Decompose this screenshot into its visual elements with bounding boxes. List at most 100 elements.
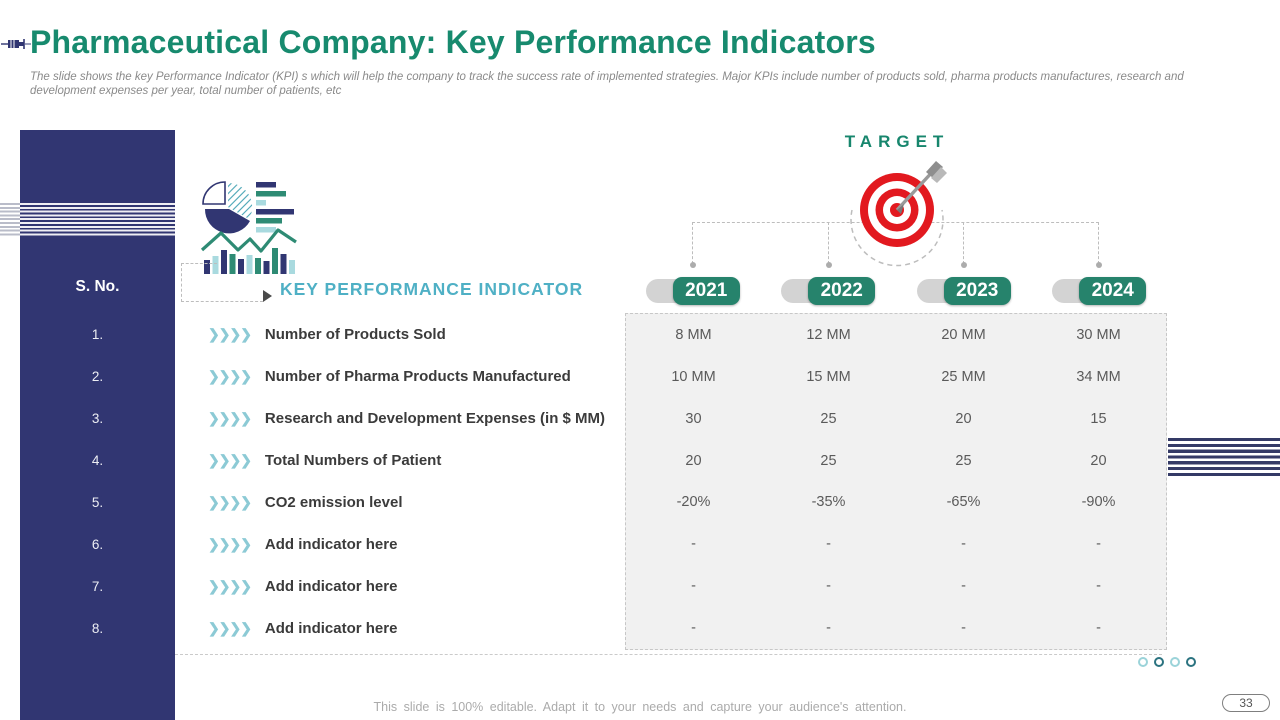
chevrons-icon: ❯❯❯❯ [208,367,252,384]
value-cell: - [961,578,966,595]
kpi-row: ❯❯❯❯ Number of Pharma Products Manufactur… [175,355,625,397]
value-cell: - [1096,536,1101,553]
connector-dot [1096,262,1102,268]
value-cell: 12 MM [806,326,851,343]
dashed-connector [181,301,263,302]
kpi-row: ❯❯❯❯ Add indicator here [175,566,625,608]
target-label: TARGET [844,132,950,151]
serial-number-column: 1. 2. 3. 4. 5. 6. 7. 8. [20,313,175,650]
value-cell: - [826,536,831,553]
kpi-label-column: ❯❯❯❯ Number of Products Sold ❯❯❯❯ Number o… [175,313,625,650]
dashed-connector [181,263,217,264]
stripe-decoration-left [0,203,20,237]
year-pill: 2024 [1052,277,1147,305]
kpi-row: ❯❯❯❯ Research and Development Expenses (i… [175,397,625,439]
kpi-label: Number of Products Sold [264,325,446,343]
serial-number: 1. [91,326,104,342]
value-cell: - [826,620,831,637]
year-pill: 2022 [781,277,876,305]
year-header-row: 2021 2022 2023 2024 [625,277,1167,307]
value-cell: - [1096,620,1101,637]
year-pill: 2023 [916,277,1011,305]
kpi-values-table: 8 MM 12 MM 20 MM 30 MM 10 MM 15 MM 25 MM… [625,313,1167,650]
dashed-connector [692,222,693,264]
serial-number: 3. [91,410,104,426]
serial-number: 2. [91,368,104,384]
value-cell: 8 MM [675,326,712,343]
kpi-label: CO2 emission level [264,494,403,512]
kpi-row: ❯❯❯❯ Add indicator here [175,524,625,566]
value-cell: - [826,578,831,595]
connector-dot [690,262,696,268]
dashed-connector [963,222,964,264]
year-label: 2021 [672,277,740,305]
value-cell: -35% [811,494,846,511]
value-cell: 25 [820,452,837,469]
value-cell: 15 [1090,410,1107,427]
connector-dot [826,262,832,268]
dashed-connector [181,263,182,302]
kpi-column-header: KEY PERFORMANCE INDICATOR [280,279,584,299]
kpi-label: Number of Pharma Products Manufactured [264,367,571,385]
stripe-decoration-sidebar [20,203,175,237]
value-cell: 30 [685,410,702,427]
value-cell: - [961,620,966,637]
kpi-label: Research and Development Expenses (in $ … [264,409,606,427]
chevrons-icon: ❯❯❯❯ [208,451,252,468]
serial-number: 7. [91,579,104,595]
chevrons-icon: ❯❯❯❯ [208,494,252,511]
chevrons-icon: ❯❯❯❯ [208,578,252,595]
dashed-connector [1098,222,1099,264]
value-cell: -90% [1081,494,1116,511]
page-number-badge: 33 [1222,694,1270,712]
connector-dot [961,262,967,268]
value-cell: 30 MM [1076,326,1121,343]
dashed-connector [828,222,829,264]
value-cell: 20 [685,452,702,469]
slide-subtitle: The slide shows the key Performance Indi… [30,71,1184,98]
analytics-charts-icon [200,181,297,274]
value-cell: 25 MM [941,368,986,385]
serial-number: 4. [91,452,104,468]
value-cell: 25 [955,452,972,469]
value-cell: 15 MM [806,368,851,385]
value-cell: - [691,536,696,553]
dot-icon [1186,657,1196,667]
page-title: Pharmaceutical Company: Key Performance … [30,24,876,60]
kpi-row: ❯❯❯❯ Number of Products Sold [175,313,625,355]
year-label: 2022 [808,277,876,305]
value-cell: -20% [676,494,711,511]
value-cell: 20 MM [941,326,986,343]
pagination-dots [1138,657,1196,667]
kpi-label: Total Numbers of Patient [264,451,442,469]
value-cell: 34 MM [1076,368,1121,385]
dot-icon [1170,657,1180,667]
kpi-row: ❯❯❯❯ CO2 emission level [175,482,625,524]
year-label: 2024 [1079,277,1147,305]
year-label: 2023 [943,277,1011,305]
target-bullseye-dart-icon [850,161,947,267]
kpi-row: ❯❯❯❯ Add indicator here [175,608,625,650]
kpi-label: Add indicator here [264,578,398,596]
serial-column-header: S. No. [75,278,120,295]
arrow-right-icon [263,290,272,302]
value-cell: - [691,578,696,595]
value-cell: 20 [1090,452,1107,469]
footer-note: This slide is 100% editable. Adapt it to… [373,700,907,714]
chevrons-icon: ❯❯❯❯ [208,536,252,553]
syringe-icon [1,39,31,49]
kpi-row: ❯❯❯❯ Total Numbers of Patient [175,439,625,481]
serial-number: 8. [91,621,104,637]
serial-number: 6. [91,537,104,553]
value-cell: 25 [820,410,837,427]
value-cell: - [1096,578,1101,595]
stripe-decoration-right [1168,438,1280,478]
value-cell: 10 MM [671,368,716,385]
kpi-label: Add indicator here [264,536,398,554]
value-cell: - [961,536,966,553]
chevrons-icon: ❯❯❯❯ [208,409,252,426]
chevrons-icon: ❯❯❯❯ [208,620,252,637]
value-cell: 20 [955,410,972,427]
dot-icon [1138,657,1148,667]
